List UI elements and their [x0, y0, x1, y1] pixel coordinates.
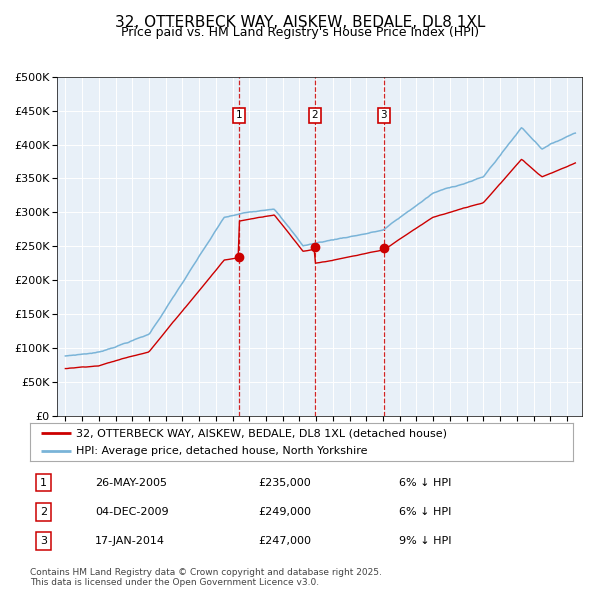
- Text: Price paid vs. HM Land Registry's House Price Index (HPI): Price paid vs. HM Land Registry's House …: [121, 26, 479, 39]
- Text: 17-JAN-2014: 17-JAN-2014: [95, 536, 165, 546]
- Text: 04-DEC-2009: 04-DEC-2009: [95, 507, 169, 517]
- Text: 32, OTTERBECK WAY, AISKEW, BEDALE, DL8 1XL (detached house): 32, OTTERBECK WAY, AISKEW, BEDALE, DL8 1…: [76, 428, 447, 438]
- Text: £249,000: £249,000: [258, 507, 311, 517]
- Text: 26-MAY-2005: 26-MAY-2005: [95, 477, 167, 487]
- Text: 3: 3: [40, 536, 47, 546]
- Text: 1: 1: [236, 110, 242, 120]
- Text: 6% ↓ HPI: 6% ↓ HPI: [399, 477, 452, 487]
- Text: HPI: Average price, detached house, North Yorkshire: HPI: Average price, detached house, Nort…: [76, 446, 368, 456]
- Text: 2: 2: [40, 507, 47, 517]
- Text: 32, OTTERBECK WAY, AISKEW, BEDALE, DL8 1XL: 32, OTTERBECK WAY, AISKEW, BEDALE, DL8 1…: [115, 15, 485, 30]
- Text: £247,000: £247,000: [258, 536, 311, 546]
- Text: 9% ↓ HPI: 9% ↓ HPI: [399, 536, 452, 546]
- Text: £235,000: £235,000: [258, 477, 311, 487]
- Text: 3: 3: [380, 110, 387, 120]
- Text: 2: 2: [311, 110, 318, 120]
- Text: 6% ↓ HPI: 6% ↓ HPI: [399, 507, 452, 517]
- Text: Contains HM Land Registry data © Crown copyright and database right 2025.
This d: Contains HM Land Registry data © Crown c…: [30, 568, 382, 587]
- Text: 1: 1: [40, 477, 47, 487]
